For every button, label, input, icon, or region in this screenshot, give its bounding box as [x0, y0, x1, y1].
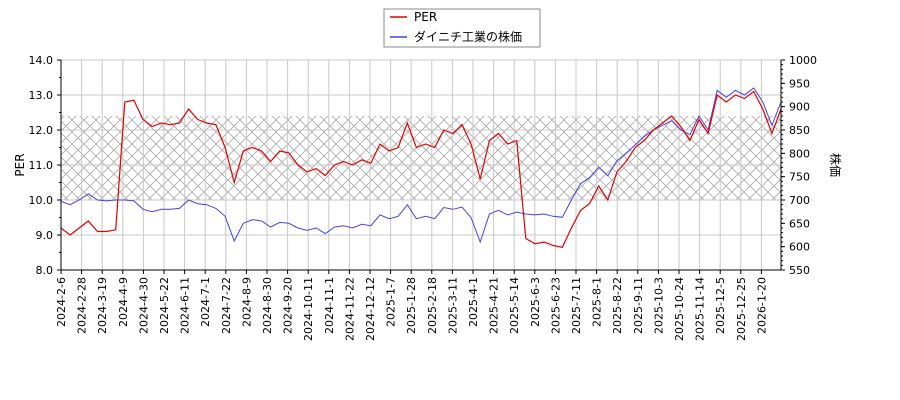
x-tick-label: 2026-1-20 [755, 277, 768, 334]
left-tick-label: 11.0 [29, 159, 54, 172]
right-tick-label: 750 [789, 171, 810, 184]
x-tick-label: 2025-10-24 [673, 277, 686, 341]
gridlines [60, 59, 781, 271]
legend-price-label: ダイニチ工業の株価 [414, 29, 522, 44]
x-tick-label: 2025-7-11 [570, 277, 583, 334]
x-tick-label: 2025-6-3 [529, 277, 542, 327]
x-tick-label: 2025-2-18 [426, 277, 439, 334]
right-tick-label: 650 [789, 217, 810, 230]
x-tick-label: 2025-5-14 [508, 277, 521, 334]
legend-per-label: PER [414, 10, 437, 24]
right-tick-label: 900 [789, 101, 810, 114]
x-tick-label: 2025-9-11 [632, 277, 645, 334]
left-y-axis-ticks: 8.0 9.0 10.0 11.0 12.0 13.0 14.0 [29, 54, 61, 277]
x-tick-label: 2025-1-28 [405, 277, 418, 334]
x-tick-label: 2025-11-14 [694, 277, 707, 341]
right-tick-label: 850 [789, 124, 810, 137]
x-tick-label: 2024-4-30 [137, 277, 150, 334]
x-tick-label: 2025-8-22 [611, 277, 624, 334]
x-tick-label: 2024-10-11 [302, 277, 315, 341]
x-tick-label: 2024-5-22 [158, 277, 171, 334]
right-tick-label: 950 [789, 77, 810, 90]
right-tick-label: 700 [789, 194, 810, 207]
x-tick-label: 2024-6-11 [179, 277, 192, 334]
left-tick-label: 8.0 [36, 264, 54, 277]
x-tick-label: 2024-2-6 [55, 277, 68, 327]
right-axis-title: 株価 [828, 153, 843, 177]
x-axis-ticks: 2024-2-6 2024-2-28 2024-3-19 2024-4-9 2024-4… [55, 270, 768, 341]
x-tick-label: 2025-6-23 [549, 277, 562, 334]
x-tick-label: 2025-4-1 [467, 277, 480, 327]
price-line [61, 87, 781, 244]
per-line [61, 90, 781, 248]
legend: PER ダイニチ工業の株価 [383, 8, 541, 48]
right-tick-label: 1000 [789, 54, 817, 67]
x-tick-label: 2025-3-11 [446, 277, 459, 334]
x-tick-label: 2024-11-22 [343, 277, 356, 341]
x-tick-label: 2025-1-7 [385, 277, 398, 327]
x-tick-label: 2025-12-25 [735, 277, 748, 341]
x-tick-label: 2025-10-3 [652, 277, 665, 334]
left-tick-label: 9.0 [36, 229, 54, 242]
right-y-axis-ticks: 550 600 650 700 750 800 850 900 950 1000 [781, 54, 817, 277]
shaded-band [61, 116, 781, 200]
x-tick-label: 2024-11-1 [323, 277, 336, 334]
left-tick-label: 12.0 [29, 124, 54, 137]
left-tick-label: 14.0 [29, 54, 54, 67]
x-tick-label: 2024-9-20 [282, 277, 295, 334]
x-tick-label: 2024-2-28 [76, 277, 89, 334]
x-tick-label: 2024-3-19 [96, 277, 109, 334]
x-tick-label: 2024-12-12 [364, 277, 377, 341]
right-tick-label: 550 [789, 264, 810, 277]
right-tick-label: 800 [789, 147, 810, 160]
x-tick-label: 2024-8-30 [261, 277, 274, 334]
right-tick-label: 600 [789, 241, 810, 254]
x-tick-label: 2024-7-1 [199, 277, 212, 327]
x-tick-label: 2025-8-1 [591, 277, 604, 327]
x-tick-label: 2024-8-9 [240, 277, 253, 327]
x-tick-label: 2025-4-21 [488, 277, 501, 334]
left-axis-title: PER [13, 153, 27, 176]
x-tick-label: 2025-12-5 [714, 277, 727, 334]
left-tick-label: 13.0 [29, 89, 54, 102]
x-tick-label: 2024-7-22 [220, 277, 233, 334]
x-tick-label: 2024-4-9 [117, 277, 130, 327]
left-tick-label: 10.0 [29, 194, 54, 207]
